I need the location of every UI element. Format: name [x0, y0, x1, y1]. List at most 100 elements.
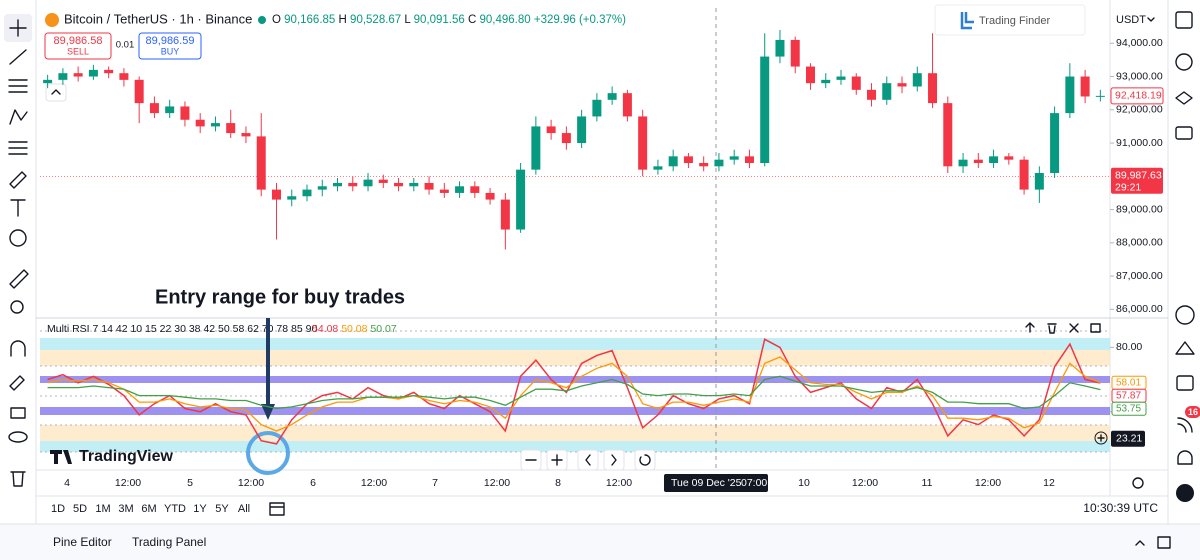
price-tick-label: 88,000.00: [1116, 237, 1163, 249]
sell-button[interactable]: [44, 32, 112, 60]
pattern-tool[interactable]: [9, 109, 28, 125]
ideas-button[interactable]: [1175, 341, 1195, 355]
last-price-tag: [1110, 87, 1164, 105]
candle-body: [180, 106, 190, 120]
candle-body: [73, 73, 83, 77]
range-button[interactable]: 1M: [95, 503, 110, 515]
collapse-pane-button[interactable]: [1069, 323, 1079, 333]
crosshair-date: Tue 09 Dec '25: [671, 477, 742, 489]
navigation: [520, 449, 656, 471]
maximize-panel-button[interactable]: [1157, 536, 1171, 549]
emoji-tool[interactable]: [9, 229, 27, 247]
candle-body: [516, 169, 526, 230]
delete-tool[interactable]: [10, 471, 26, 487]
range-button[interactable]: YTD: [164, 503, 186, 515]
candle-body: [836, 76, 846, 80]
right-toolbar: 16: [1175, 11, 1200, 502]
zoom-tool[interactable]: [10, 300, 24, 314]
band-overbought: [40, 350, 1110, 366]
range-button[interactable]: 1Y: [193, 503, 207, 515]
currency[interactable]: USDT: [1116, 14, 1146, 26]
time-label: 12:00: [852, 477, 878, 489]
candle-body: [592, 99, 602, 117]
maximize-pane-button[interactable]: [1090, 323, 1101, 333]
time-label: 12:00: [115, 477, 141, 489]
candle-body: [1080, 76, 1090, 97]
zoom-in-icon: [551, 454, 563, 466]
tab[interactable]: Pine Editor: [53, 535, 112, 549]
brand-logo: [960, 12, 974, 30]
rsi-line: [47, 375, 1101, 410]
move-up-button[interactable]: [1025, 322, 1035, 333]
candle-body: [43, 79, 53, 84]
candle-body: [333, 182, 343, 187]
candle-body: [195, 119, 205, 127]
time-label: 12:00: [606, 477, 632, 489]
candle-body: [317, 186, 327, 190]
candle-body: [378, 179, 388, 183]
time-label: 10: [798, 477, 810, 489]
buy-button[interactable]: [138, 32, 202, 60]
order-quantity[interactable]: 0.01: [116, 40, 135, 51]
trendline-tool[interactable]: [9, 49, 27, 65]
currency-dropdown[interactable]: [1147, 17, 1155, 22]
candle-body: [226, 123, 236, 134]
date-range-button[interactable]: [269, 502, 285, 516]
magnet-tool[interactable]: [10, 340, 26, 357]
candle-body: [1034, 172, 1044, 190]
range-button[interactable]: 6M: [141, 503, 156, 515]
range-button[interactable]: 3M: [118, 503, 133, 515]
candle-body: [500, 199, 510, 230]
notifications-button[interactable]: [1177, 450, 1193, 465]
fib-tool[interactable]: [8, 79, 28, 93]
help-button[interactable]: [1176, 484, 1194, 502]
range-button[interactable]: 5Y: [215, 503, 229, 515]
price-tick-label: 86,000.00: [1116, 303, 1163, 315]
lock-drawing-tool[interactable]: [9, 375, 25, 391]
time-label: 12:00: [975, 477, 1001, 489]
sell-price: 89,986.58: [54, 35, 103, 47]
reset-button[interactable]: [634, 449, 656, 471]
candle-body: [241, 133, 251, 137]
crosshair-tool[interactable]: [9, 19, 27, 37]
range-button[interactable]: 1D: [51, 503, 65, 515]
reset-icon: [639, 454, 651, 466]
expand-panel-button[interactable]: [1135, 540, 1145, 546]
tab[interactable]: Trading Panel: [132, 535, 206, 549]
delete-pane-button[interactable]: [1047, 323, 1057, 334]
ohlc-value: 90,496.80: [480, 14, 531, 26]
visibility-tool[interactable]: [8, 431, 28, 443]
chat-button[interactable]: [1175, 126, 1193, 140]
add-button[interactable]: [1094, 431, 1108, 445]
range-button[interactable]: 5D: [73, 503, 87, 515]
range-button[interactable]: All: [238, 503, 250, 515]
rsi-tick-label: 80.00: [1116, 341, 1142, 353]
crosshair-time: 07:00: [741, 477, 767, 489]
layers-button[interactable]: [1175, 91, 1193, 105]
alerts-button[interactable]: [1175, 53, 1193, 71]
candle-body: [210, 123, 220, 127]
price-tick-label: 92,000.00: [1116, 104, 1163, 116]
lock-tool[interactable]: [10, 407, 26, 419]
projection-tool[interactable]: [8, 141, 28, 155]
brush-tool[interactable]: [9, 171, 27, 189]
candle-body: [88, 69, 98, 77]
candle-body: [638, 116, 648, 170]
time-label: 12:00: [238, 477, 264, 489]
screener-button[interactable]: [1175, 305, 1195, 325]
scroll-right-button[interactable]: [603, 449, 625, 471]
watchlist-button[interactable]: [1175, 11, 1193, 29]
candle-body: [622, 93, 632, 117]
text-tool[interactable]: [10, 199, 26, 217]
news-button[interactable]: [1177, 417, 1193, 433]
settings-button[interactable]: [1132, 477, 1144, 489]
candle-body: [1050, 113, 1060, 173]
collapse-button[interactable]: [45, 83, 67, 102]
ruler-tool[interactable]: [9, 269, 29, 289]
scroll-left-button[interactable]: [577, 449, 599, 471]
candle-body: [302, 189, 312, 197]
candle-body: [790, 39, 800, 67]
candle-body: [470, 186, 480, 193]
candle-body: [424, 182, 434, 190]
calendar-button[interactable]: [1176, 375, 1194, 391]
